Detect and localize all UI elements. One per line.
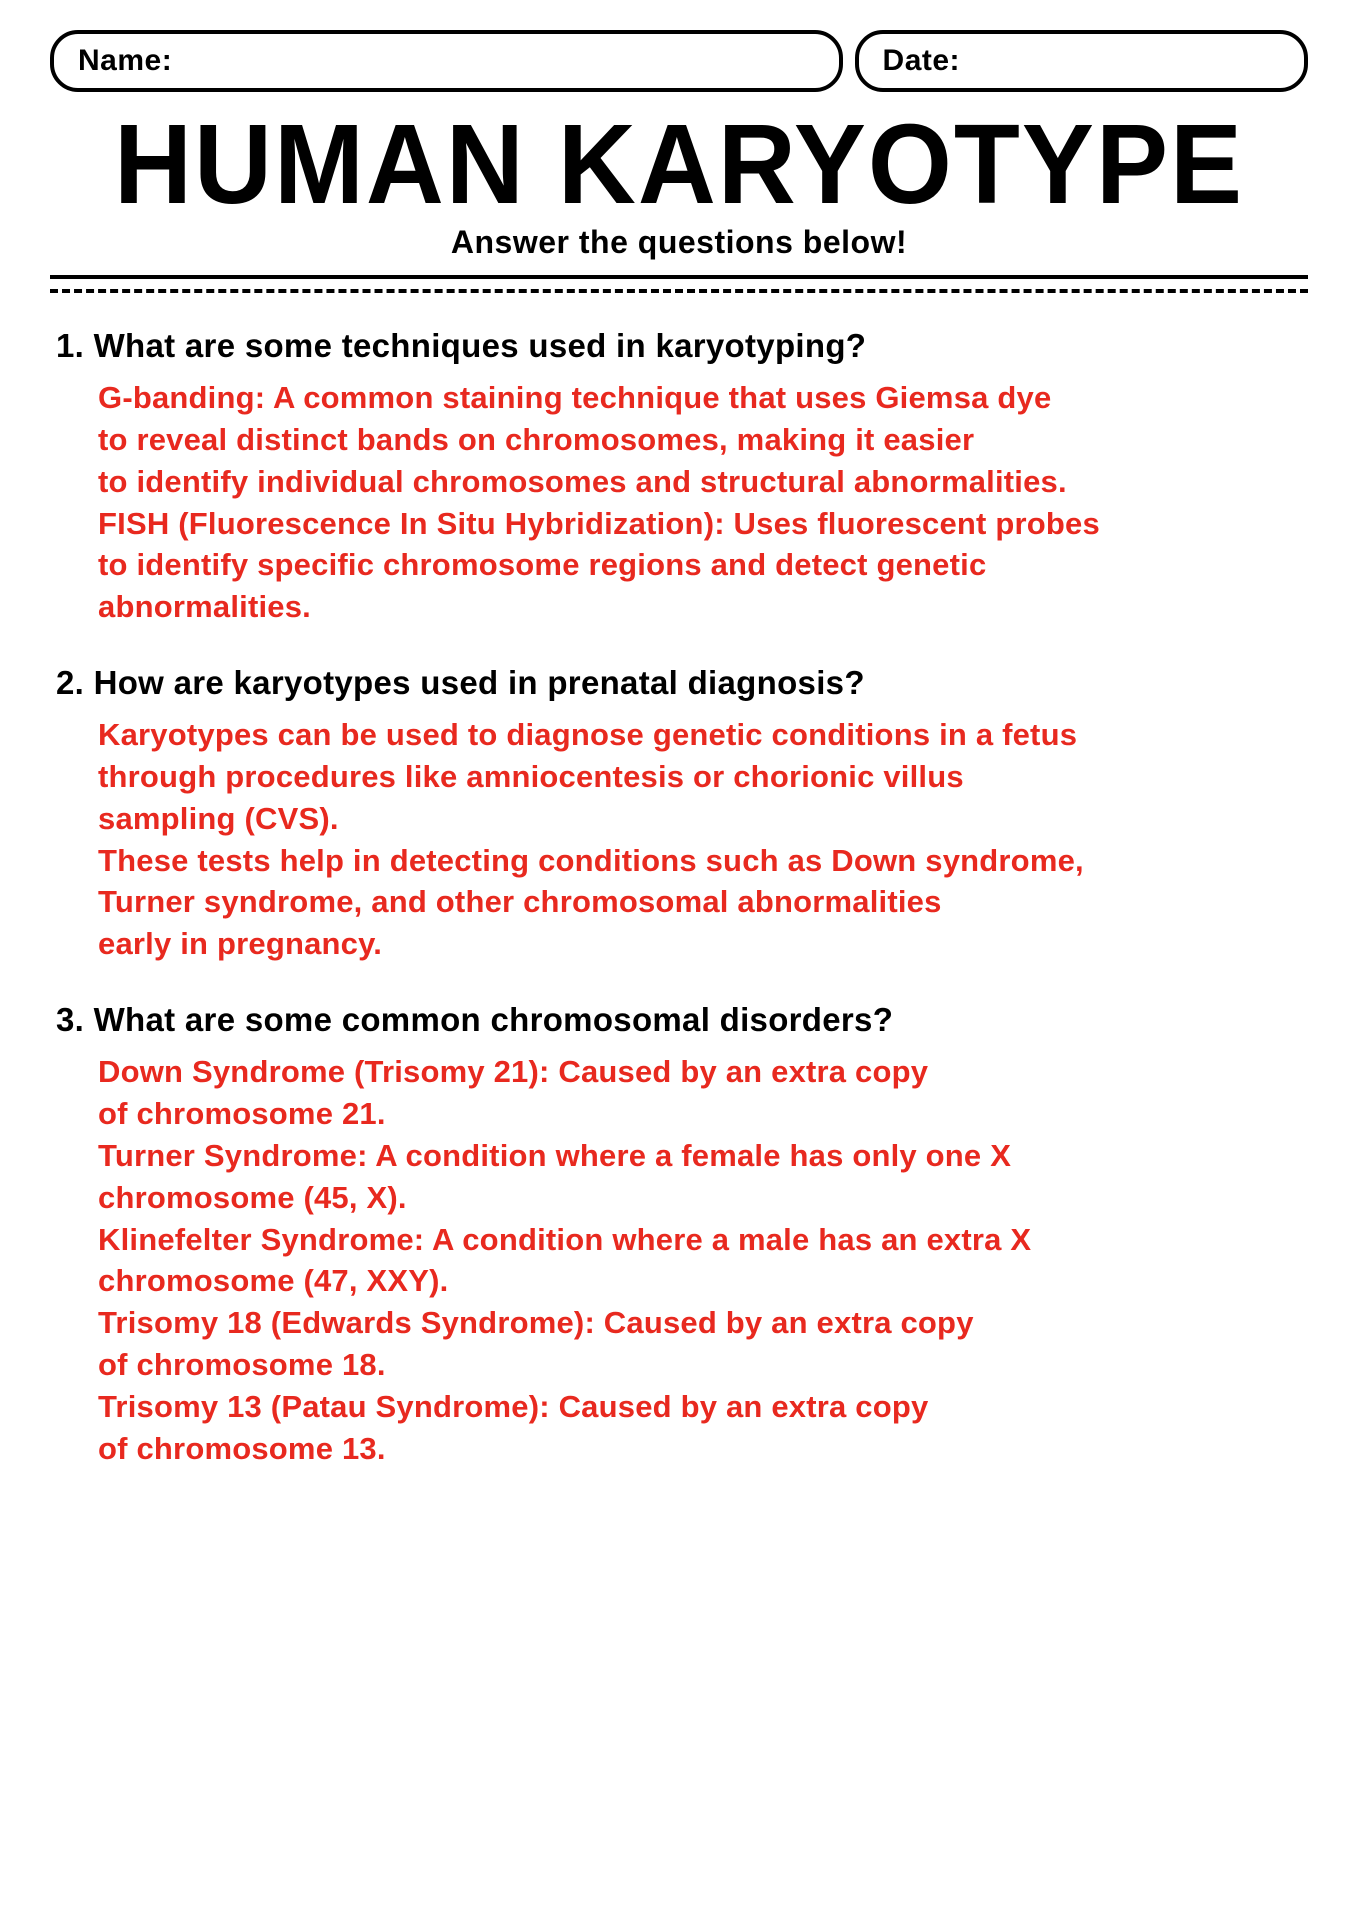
question-text: 3. What are some common chromosomal diso… bbox=[56, 1001, 1302, 1039]
date-field[interactable]: Date: bbox=[855, 30, 1308, 92]
answer-text: Down Syndrome (Trisomy 21): Caused by an… bbox=[56, 1051, 1302, 1469]
answer-text: Karyotypes can be used to diagnose genet… bbox=[56, 714, 1302, 965]
qa-block: 3. What are some common chromosomal diso… bbox=[50, 1001, 1308, 1469]
name-field[interactable]: Name: bbox=[50, 30, 843, 92]
answer-text: G-banding: A common staining technique t… bbox=[56, 377, 1302, 628]
question-text: 2. How are karyotypes used in prenatal d… bbox=[56, 664, 1302, 702]
question-text: 1. What are some techniques used in kary… bbox=[56, 327, 1302, 365]
page-title: HUMAN KARYOTYPE bbox=[50, 107, 1308, 220]
page-subtitle: Answer the questions below! bbox=[50, 224, 1308, 261]
qa-list: 1. What are some techniques used in kary… bbox=[50, 327, 1308, 1470]
divider-dashed bbox=[50, 289, 1308, 293]
qa-block: 2. How are karyotypes used in prenatal d… bbox=[50, 664, 1308, 965]
qa-block: 1. What are some techniques used in kary… bbox=[50, 327, 1308, 628]
divider-solid bbox=[50, 275, 1308, 279]
header-fields: Name: Date: bbox=[50, 30, 1308, 92]
